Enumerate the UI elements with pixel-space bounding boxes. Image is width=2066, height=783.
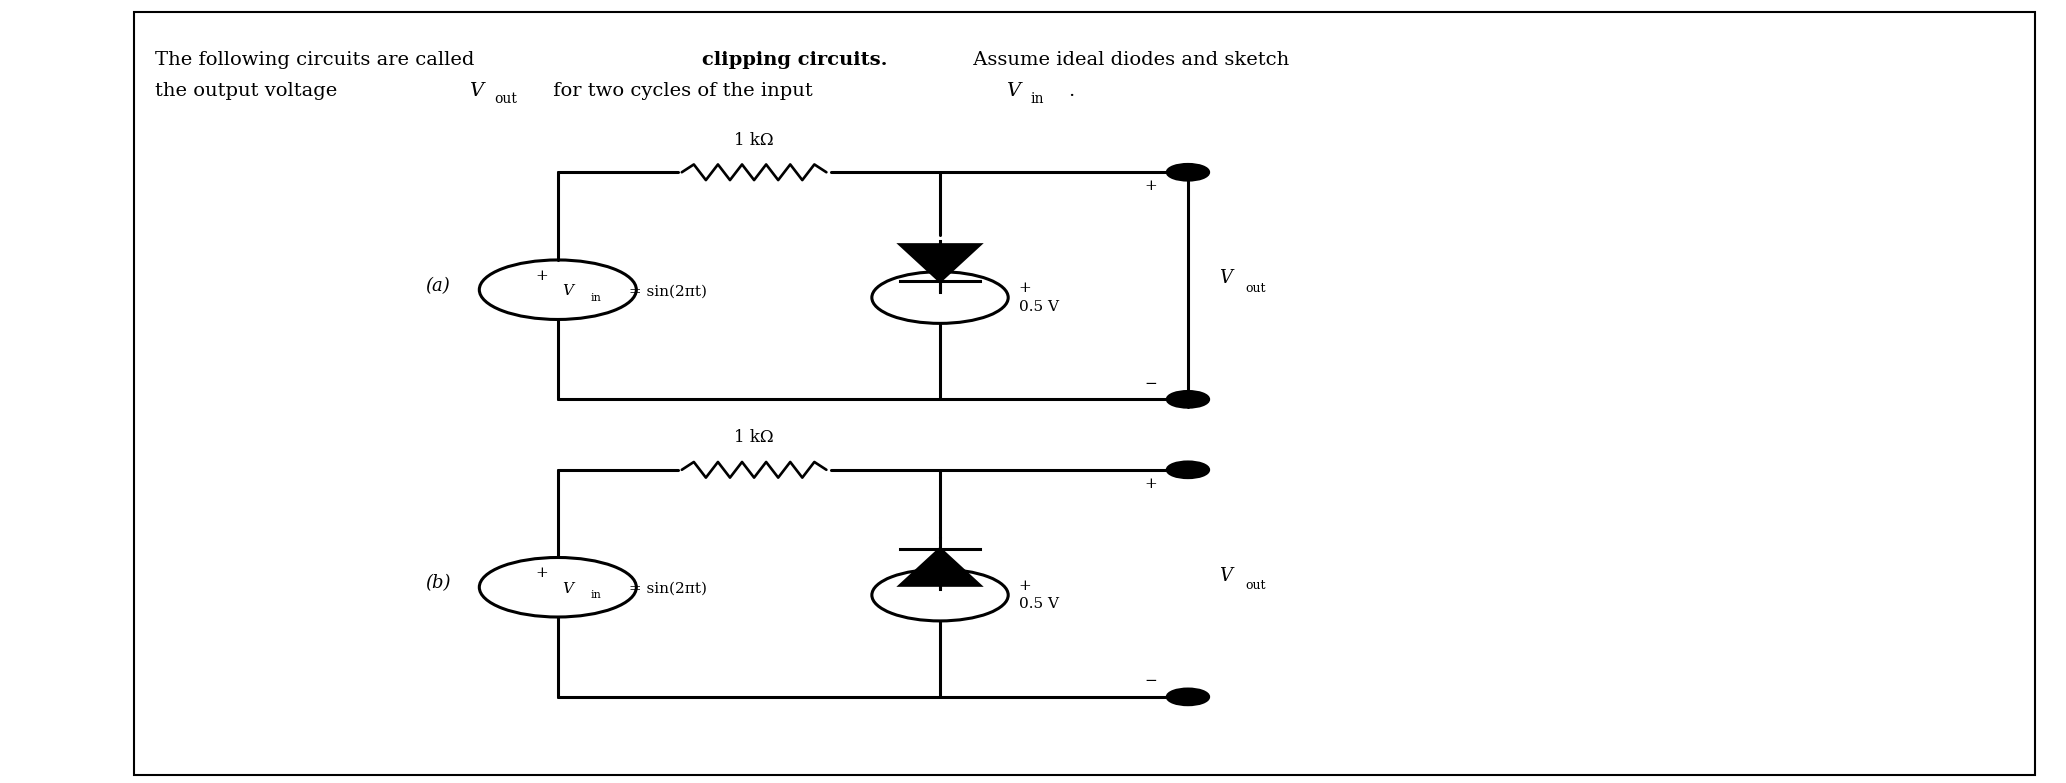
Text: +: + xyxy=(1145,477,1157,491)
Text: in: in xyxy=(591,293,601,302)
Text: .: . xyxy=(1068,82,1074,100)
Text: (a): (a) xyxy=(426,277,450,294)
Text: V: V xyxy=(469,82,483,100)
Text: in: in xyxy=(1031,92,1045,106)
Polygon shape xyxy=(901,549,979,586)
Text: +: + xyxy=(535,566,547,580)
Text: = sin(2πt): = sin(2πt) xyxy=(624,284,707,298)
Circle shape xyxy=(1167,392,1209,407)
Text: −: − xyxy=(1145,674,1157,688)
Text: The following circuits are called: The following circuits are called xyxy=(155,51,481,69)
Text: 1 kΩ: 1 kΩ xyxy=(733,429,775,446)
Text: out: out xyxy=(1246,282,1266,294)
Text: V: V xyxy=(1006,82,1021,100)
Text: clipping circuits.: clipping circuits. xyxy=(702,51,888,69)
Circle shape xyxy=(1167,164,1209,180)
Text: Assume ideal diodes and sketch: Assume ideal diodes and sketch xyxy=(967,51,1289,69)
Text: out: out xyxy=(1246,579,1266,592)
Text: in: in xyxy=(591,590,601,600)
Text: out: out xyxy=(494,92,516,106)
Circle shape xyxy=(1167,462,1209,478)
Text: −: − xyxy=(1145,377,1157,391)
Text: +: + xyxy=(1019,579,1031,593)
Text: (b): (b) xyxy=(426,575,450,592)
Circle shape xyxy=(1167,689,1209,705)
Text: V: V xyxy=(562,582,572,596)
Text: the output voltage: the output voltage xyxy=(155,82,343,100)
Text: +: + xyxy=(1145,179,1157,193)
Text: = sin(2πt): = sin(2πt) xyxy=(624,582,707,596)
Text: +: + xyxy=(1019,281,1031,295)
Polygon shape xyxy=(901,244,979,281)
Text: 0.5 V: 0.5 V xyxy=(1019,597,1058,612)
Text: +: + xyxy=(535,269,547,283)
Text: V: V xyxy=(1219,269,1231,287)
Text: for two cycles of the input: for two cycles of the input xyxy=(547,82,820,100)
Text: V: V xyxy=(1219,567,1231,584)
Text: 1 kΩ: 1 kΩ xyxy=(733,132,775,149)
Text: 0.5 V: 0.5 V xyxy=(1019,300,1058,314)
Text: V: V xyxy=(562,284,572,298)
